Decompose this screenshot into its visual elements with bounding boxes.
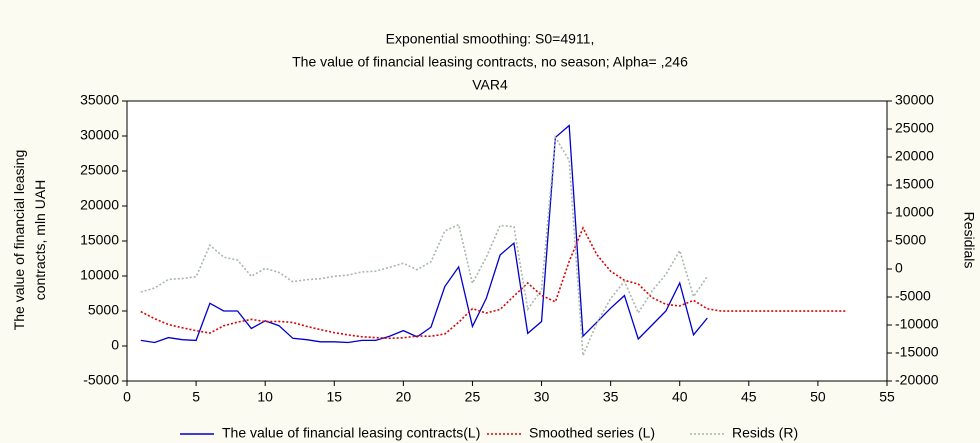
y-tick-label: 10000: [80, 267, 119, 283]
x-tick-label: 0: [123, 389, 131, 405]
series-line: [140, 226, 846, 340]
y-tick-label: 0: [111, 337, 119, 353]
x-tick-label: 30: [534, 389, 550, 405]
y-tick-label: 35000: [80, 92, 119, 108]
legend-label: Resids (R): [732, 425, 798, 441]
x-tick-label: 20: [396, 389, 412, 405]
x-tick-label: 5: [192, 389, 200, 405]
y2-tick-label: -20000: [895, 372, 939, 388]
y2-tick-label: 15000: [895, 176, 934, 192]
y-tick-label: 25000: [80, 162, 119, 178]
x-tick-label: 40: [672, 389, 688, 405]
legend-label: Smoothed series (L): [529, 425, 655, 441]
chart-title: Exponential smoothing: S0=4911,: [386, 31, 595, 47]
y2-tick-label: 0: [895, 260, 903, 276]
plot-frame: [126, 100, 888, 382]
y2-tick-label: 20000: [895, 148, 934, 164]
series-line: [140, 134, 709, 356]
y-axis-label: The value of financial leasing contracts,…: [11, 150, 48, 331]
x-tick-label: 45: [741, 389, 757, 405]
y2-tick-label: 30000: [895, 92, 934, 108]
y-tick-label: 30000: [80, 127, 119, 143]
legend-label: The value of financial leasing contracts…: [222, 425, 480, 441]
x-tick-label: 55: [879, 389, 895, 405]
series-line: [140, 124, 708, 344]
x-tick-label: 25: [465, 389, 481, 405]
y-tick-label: 15000: [80, 232, 119, 248]
y-tick-label: 20000: [80, 197, 119, 213]
y2-tick-label: -10000: [895, 316, 939, 332]
x-tick-label: 10: [257, 389, 273, 405]
x-tick-label: 35: [603, 389, 619, 405]
y2-tick-label: 25000: [895, 120, 934, 136]
y2-tick-label: 10000: [895, 204, 934, 220]
x-tick-label: 15: [326, 389, 342, 405]
y2-tick-label: 5000: [895, 232, 926, 248]
x-tick-label: 50: [810, 389, 826, 405]
chart-subtitle: VAR4: [472, 77, 508, 93]
y-tick-label: -5000: [83, 372, 119, 388]
chart-subtitle: The value of financial leasing contracts…: [292, 54, 688, 70]
y2-tick-label: -15000: [895, 344, 939, 360]
y-tick-label: 5000: [88, 302, 119, 318]
y2-tick-label: -5000: [895, 288, 931, 304]
y2-axis-label: Residials: [961, 212, 977, 269]
